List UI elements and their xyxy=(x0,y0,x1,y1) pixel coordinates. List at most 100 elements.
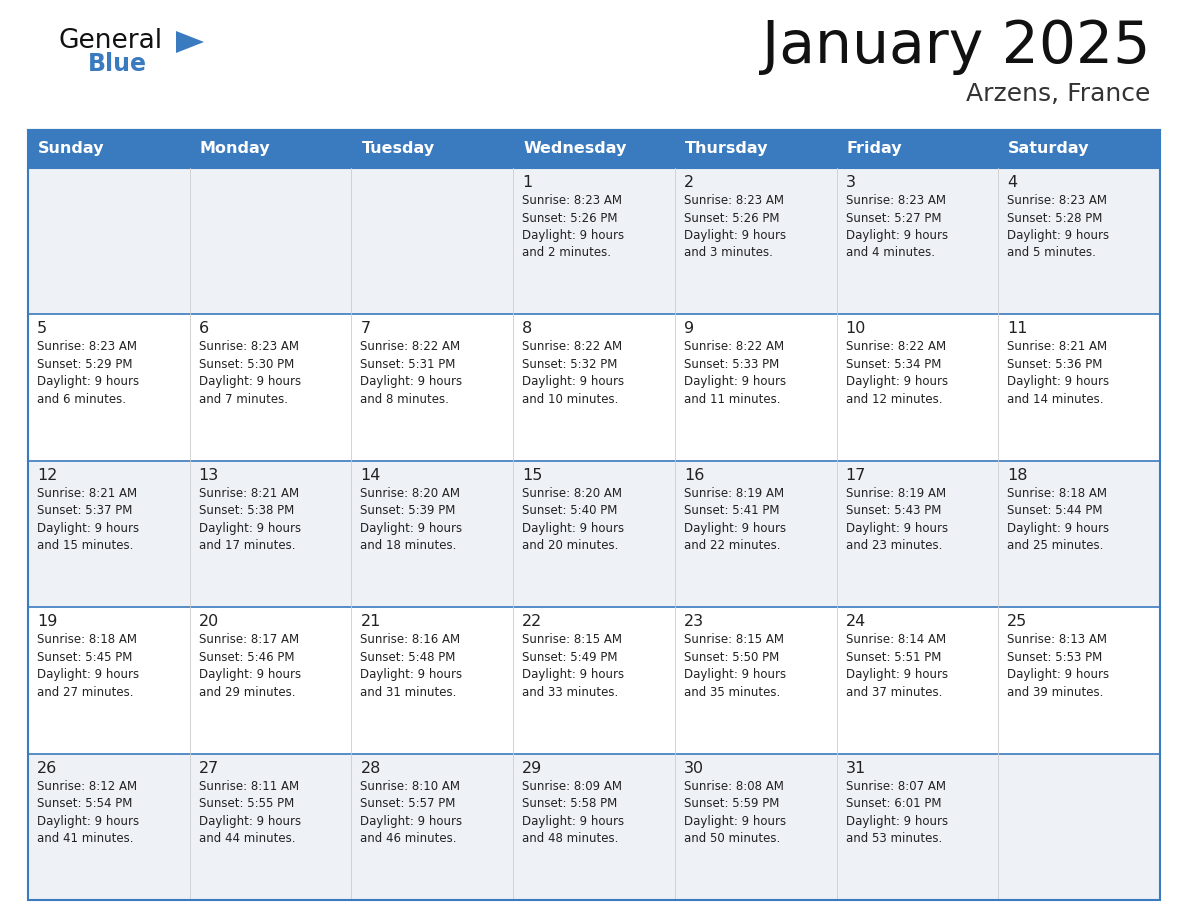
Bar xyxy=(836,607,998,754)
Bar xyxy=(513,461,675,607)
Bar xyxy=(836,754,998,900)
Text: 23: 23 xyxy=(684,614,704,629)
Text: 5: 5 xyxy=(37,321,48,336)
Text: Sunrise: 8:08 AM
Sunset: 5:59 PM
Daylight: 9 hours
and 50 minutes.: Sunrise: 8:08 AM Sunset: 5:59 PM Dayligh… xyxy=(684,779,786,845)
Text: 9: 9 xyxy=(684,321,694,336)
Text: 10: 10 xyxy=(846,321,866,336)
Text: General: General xyxy=(58,28,162,54)
Text: Sunrise: 8:19 AM
Sunset: 5:43 PM
Daylight: 9 hours
and 23 minutes.: Sunrise: 8:19 AM Sunset: 5:43 PM Dayligh… xyxy=(846,487,948,553)
Text: Sunrise: 8:19 AM
Sunset: 5:41 PM
Daylight: 9 hours
and 22 minutes.: Sunrise: 8:19 AM Sunset: 5:41 PM Dayligh… xyxy=(684,487,786,553)
Bar xyxy=(190,314,352,461)
Text: Wednesday: Wednesday xyxy=(523,141,626,156)
Text: 13: 13 xyxy=(198,468,219,483)
Bar xyxy=(190,607,352,754)
Bar xyxy=(29,607,190,754)
Text: Sunrise: 8:23 AM
Sunset: 5:26 PM
Daylight: 9 hours
and 2 minutes.: Sunrise: 8:23 AM Sunset: 5:26 PM Dayligh… xyxy=(523,194,624,260)
Text: 30: 30 xyxy=(684,761,704,776)
Text: Friday: Friday xyxy=(847,141,902,156)
Bar xyxy=(998,314,1159,461)
Bar xyxy=(29,314,190,461)
Text: 16: 16 xyxy=(684,468,704,483)
Text: Sunday: Sunday xyxy=(38,141,105,156)
Text: Sunrise: 8:23 AM
Sunset: 5:29 PM
Daylight: 9 hours
and 6 minutes.: Sunrise: 8:23 AM Sunset: 5:29 PM Dayligh… xyxy=(37,341,139,406)
Text: 26: 26 xyxy=(37,761,57,776)
Bar xyxy=(352,168,513,314)
Bar xyxy=(190,168,352,314)
Text: Sunrise: 8:22 AM
Sunset: 5:34 PM
Daylight: 9 hours
and 12 minutes.: Sunrise: 8:22 AM Sunset: 5:34 PM Dayligh… xyxy=(846,341,948,406)
Text: 2: 2 xyxy=(684,175,694,190)
Text: 4: 4 xyxy=(1007,175,1017,190)
Bar xyxy=(513,754,675,900)
Bar xyxy=(29,130,1159,900)
Bar xyxy=(998,168,1159,314)
Text: 11: 11 xyxy=(1007,321,1028,336)
Text: Sunrise: 8:13 AM
Sunset: 5:53 PM
Daylight: 9 hours
and 39 minutes.: Sunrise: 8:13 AM Sunset: 5:53 PM Dayligh… xyxy=(1007,633,1110,699)
Text: Sunrise: 8:21 AM
Sunset: 5:38 PM
Daylight: 9 hours
and 17 minutes.: Sunrise: 8:21 AM Sunset: 5:38 PM Dayligh… xyxy=(198,487,301,553)
Bar xyxy=(675,130,836,168)
Text: Sunrise: 8:09 AM
Sunset: 5:58 PM
Daylight: 9 hours
and 48 minutes.: Sunrise: 8:09 AM Sunset: 5:58 PM Dayligh… xyxy=(523,779,624,845)
Bar xyxy=(836,168,998,314)
Text: 17: 17 xyxy=(846,468,866,483)
Text: Monday: Monday xyxy=(200,141,271,156)
Text: Sunrise: 8:18 AM
Sunset: 5:45 PM
Daylight: 9 hours
and 27 minutes.: Sunrise: 8:18 AM Sunset: 5:45 PM Dayligh… xyxy=(37,633,139,699)
Text: 22: 22 xyxy=(523,614,543,629)
Text: Sunrise: 8:22 AM
Sunset: 5:31 PM
Daylight: 9 hours
and 8 minutes.: Sunrise: 8:22 AM Sunset: 5:31 PM Dayligh… xyxy=(360,341,462,406)
Text: 6: 6 xyxy=(198,321,209,336)
Bar xyxy=(29,168,190,314)
Text: 20: 20 xyxy=(198,614,219,629)
Text: January 2025: January 2025 xyxy=(762,18,1150,75)
Text: Thursday: Thursday xyxy=(684,141,769,156)
Text: Sunrise: 8:17 AM
Sunset: 5:46 PM
Daylight: 9 hours
and 29 minutes.: Sunrise: 8:17 AM Sunset: 5:46 PM Dayligh… xyxy=(198,633,301,699)
Text: Blue: Blue xyxy=(88,52,147,76)
Text: Sunrise: 8:11 AM
Sunset: 5:55 PM
Daylight: 9 hours
and 44 minutes.: Sunrise: 8:11 AM Sunset: 5:55 PM Dayligh… xyxy=(198,779,301,845)
Text: 8: 8 xyxy=(523,321,532,336)
Bar xyxy=(513,314,675,461)
Text: 28: 28 xyxy=(360,761,381,776)
Text: Sunrise: 8:21 AM
Sunset: 5:37 PM
Daylight: 9 hours
and 15 minutes.: Sunrise: 8:21 AM Sunset: 5:37 PM Dayligh… xyxy=(37,487,139,553)
Bar xyxy=(836,314,998,461)
Bar xyxy=(513,130,675,168)
Bar xyxy=(190,754,352,900)
Text: Sunrise: 8:22 AM
Sunset: 5:33 PM
Daylight: 9 hours
and 11 minutes.: Sunrise: 8:22 AM Sunset: 5:33 PM Dayligh… xyxy=(684,341,786,406)
Bar xyxy=(836,130,998,168)
Bar xyxy=(998,607,1159,754)
Bar xyxy=(675,607,836,754)
Text: 15: 15 xyxy=(523,468,543,483)
Text: 14: 14 xyxy=(360,468,381,483)
Text: Sunrise: 8:22 AM
Sunset: 5:32 PM
Daylight: 9 hours
and 10 minutes.: Sunrise: 8:22 AM Sunset: 5:32 PM Dayligh… xyxy=(523,341,624,406)
Text: 1: 1 xyxy=(523,175,532,190)
Text: 24: 24 xyxy=(846,614,866,629)
Bar xyxy=(29,754,190,900)
Text: Sunrise: 8:23 AM
Sunset: 5:30 PM
Daylight: 9 hours
and 7 minutes.: Sunrise: 8:23 AM Sunset: 5:30 PM Dayligh… xyxy=(198,341,301,406)
Text: Sunrise: 8:15 AM
Sunset: 5:49 PM
Daylight: 9 hours
and 33 minutes.: Sunrise: 8:15 AM Sunset: 5:49 PM Dayligh… xyxy=(523,633,624,699)
Text: Sunrise: 8:20 AM
Sunset: 5:39 PM
Daylight: 9 hours
and 18 minutes.: Sunrise: 8:20 AM Sunset: 5:39 PM Dayligh… xyxy=(360,487,462,553)
Text: Sunrise: 8:12 AM
Sunset: 5:54 PM
Daylight: 9 hours
and 41 minutes.: Sunrise: 8:12 AM Sunset: 5:54 PM Dayligh… xyxy=(37,779,139,845)
Bar xyxy=(998,754,1159,900)
Text: 7: 7 xyxy=(360,321,371,336)
Text: 21: 21 xyxy=(360,614,381,629)
Bar xyxy=(352,607,513,754)
Text: Sunrise: 8:23 AM
Sunset: 5:27 PM
Daylight: 9 hours
and 4 minutes.: Sunrise: 8:23 AM Sunset: 5:27 PM Dayligh… xyxy=(846,194,948,260)
Bar xyxy=(352,314,513,461)
Text: 29: 29 xyxy=(523,761,543,776)
Text: 3: 3 xyxy=(846,175,855,190)
Text: Sunrise: 8:23 AM
Sunset: 5:26 PM
Daylight: 9 hours
and 3 minutes.: Sunrise: 8:23 AM Sunset: 5:26 PM Dayligh… xyxy=(684,194,786,260)
Bar xyxy=(675,754,836,900)
Bar xyxy=(998,130,1159,168)
Text: Sunrise: 8:20 AM
Sunset: 5:40 PM
Daylight: 9 hours
and 20 minutes.: Sunrise: 8:20 AM Sunset: 5:40 PM Dayligh… xyxy=(523,487,624,553)
Text: Sunrise: 8:18 AM
Sunset: 5:44 PM
Daylight: 9 hours
and 25 minutes.: Sunrise: 8:18 AM Sunset: 5:44 PM Dayligh… xyxy=(1007,487,1110,553)
Bar xyxy=(190,130,352,168)
Text: Saturday: Saturday xyxy=(1009,141,1089,156)
Bar xyxy=(190,461,352,607)
Text: Arzens, France: Arzens, France xyxy=(966,82,1150,106)
Bar xyxy=(675,314,836,461)
Text: 19: 19 xyxy=(37,614,57,629)
Bar xyxy=(675,168,836,314)
Text: Tuesday: Tuesday xyxy=(361,141,435,156)
Bar xyxy=(29,461,190,607)
Polygon shape xyxy=(176,31,204,53)
Text: Sunrise: 8:07 AM
Sunset: 6:01 PM
Daylight: 9 hours
and 53 minutes.: Sunrise: 8:07 AM Sunset: 6:01 PM Dayligh… xyxy=(846,779,948,845)
Bar xyxy=(513,168,675,314)
Text: Sunrise: 8:23 AM
Sunset: 5:28 PM
Daylight: 9 hours
and 5 minutes.: Sunrise: 8:23 AM Sunset: 5:28 PM Dayligh… xyxy=(1007,194,1110,260)
Text: Sunrise: 8:14 AM
Sunset: 5:51 PM
Daylight: 9 hours
and 37 minutes.: Sunrise: 8:14 AM Sunset: 5:51 PM Dayligh… xyxy=(846,633,948,699)
